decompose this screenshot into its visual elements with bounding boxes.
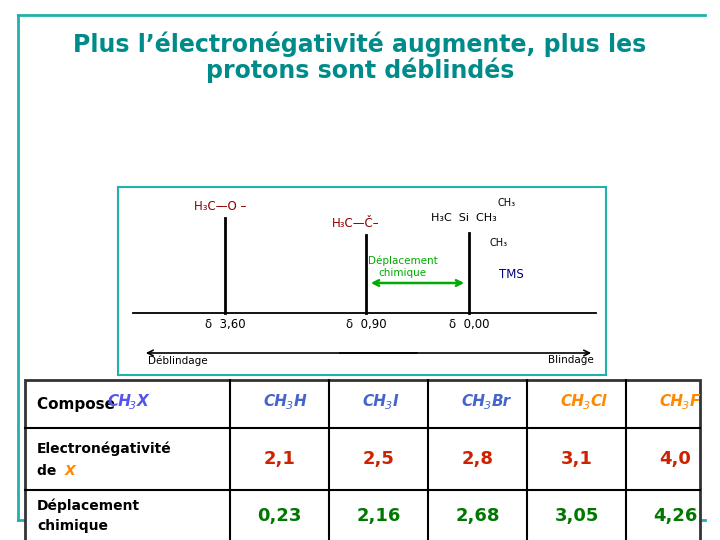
Text: CH: CH (107, 395, 131, 409)
Text: 4,26: 4,26 (653, 507, 698, 525)
Text: Cl: Cl (590, 395, 607, 409)
Text: CH: CH (560, 395, 585, 409)
Text: 3,05: 3,05 (554, 507, 599, 525)
Text: δ  3,60: δ 3,60 (204, 318, 246, 331)
Text: CH: CH (462, 395, 485, 409)
Text: Electronégativité: Electronégativité (37, 442, 172, 456)
Text: TMS: TMS (499, 268, 523, 281)
Text: Plus l’électronégativité augmente, plus les: Plus l’électronégativité augmente, plus … (73, 31, 647, 57)
Text: 3: 3 (384, 401, 392, 411)
Text: CH₃: CH₃ (490, 238, 508, 248)
Text: X: X (65, 464, 76, 478)
Text: chimique: chimique (37, 519, 108, 533)
Text: CH: CH (362, 395, 387, 409)
Text: 3: 3 (484, 401, 490, 411)
Text: Déblindage: Déblindage (148, 355, 207, 366)
Text: Composé: Composé (37, 396, 120, 412)
Text: H: H (294, 395, 306, 409)
Text: 0,23: 0,23 (257, 507, 302, 525)
Text: CH₃: CH₃ (498, 198, 516, 208)
Text: 2,1: 2,1 (264, 450, 295, 468)
Text: δ  0,00: δ 0,00 (449, 318, 490, 331)
Text: Déplacement
chimique: Déplacement chimique (368, 256, 437, 278)
Text: H₃C  Si  CH₃: H₃C Si CH₃ (431, 213, 497, 223)
Text: 3: 3 (682, 401, 688, 411)
Text: H₃C—Č–: H₃C—Č– (332, 217, 380, 230)
Text: X: X (137, 395, 149, 409)
Text: de: de (37, 464, 61, 478)
Bar (25, 380, 700, 540)
Text: 3: 3 (582, 401, 590, 411)
Text: protons sont déblindés: protons sont déblindés (206, 57, 514, 83)
Text: Blindage: Blindage (548, 355, 594, 365)
Text: Déplacement: Déplacement (37, 499, 140, 513)
Text: 3: 3 (129, 401, 136, 411)
Text: I: I (392, 395, 398, 409)
Text: CH: CH (660, 395, 683, 409)
Text: CH: CH (264, 395, 287, 409)
Text: 3: 3 (286, 401, 292, 411)
Bar (118, 187, 606, 375)
Text: H₃C—O –: H₃C—O – (194, 200, 246, 213)
Text: 2,68: 2,68 (455, 507, 500, 525)
Text: F: F (690, 395, 700, 409)
Text: 2,8: 2,8 (462, 450, 493, 468)
Text: 2,16: 2,16 (356, 507, 401, 525)
Text: 4,0: 4,0 (660, 450, 691, 468)
Text: 3,1: 3,1 (561, 450, 593, 468)
Text: 2,5: 2,5 (363, 450, 395, 468)
Text: Br: Br (492, 395, 510, 409)
Text: δ  0,90: δ 0,90 (346, 318, 387, 331)
